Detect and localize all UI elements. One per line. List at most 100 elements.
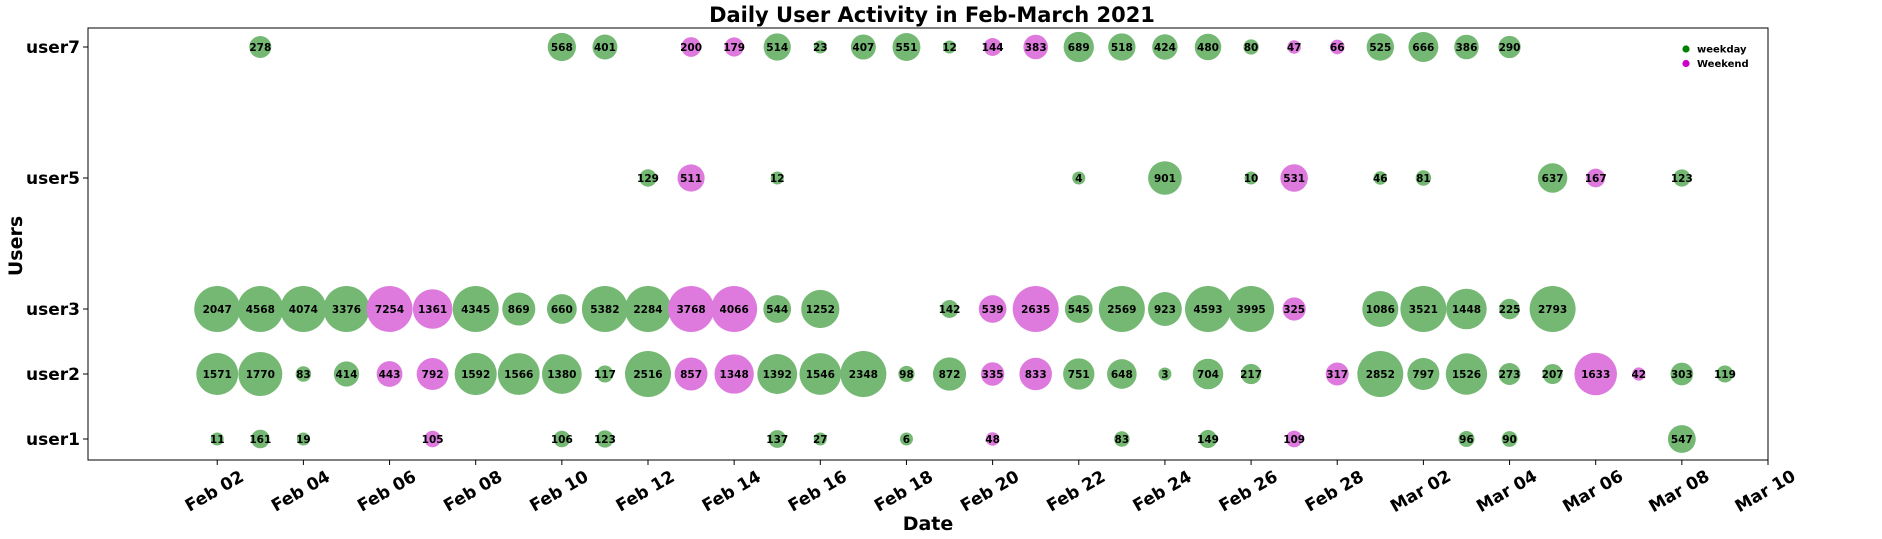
bubble-user5 [1586,168,1606,188]
bubble-value-label: 637 [1542,173,1564,185]
bubble-value-label: 46 [1373,173,1388,185]
bubble-value-label: 278 [249,42,271,54]
x-tick-label: Mar 04 [1473,466,1541,517]
bubble-value-label: 27 [813,434,828,446]
x-tick-label: Feb 26 [1216,467,1282,516]
bubble-value-label: 872 [939,369,961,381]
bubble-value-label: 11 [210,434,225,446]
bubble-value-label: 106 [551,434,573,446]
bubble-user2 [1325,362,1349,386]
bubble-value-label: 424 [1154,42,1176,54]
bubble-user1 [1198,429,1218,449]
bubble-user1 [768,430,787,448]
bubble-user7 [1454,34,1479,60]
bubble-value-label: 4568 [246,304,275,316]
bubble-user7 [681,37,701,57]
bubble-value-label: 117 [594,369,616,381]
bubble-value-label: 161 [249,434,271,446]
bubble-value-label: 1633 [1581,369,1610,381]
bubble-value-label: 2348 [849,369,878,381]
bubble-value-label: 704 [1197,369,1219,381]
x-tick-label: Feb 28 [1302,467,1368,516]
bubble-value-label: 109 [1283,434,1305,446]
bubble-value-label: 1592 [461,369,490,381]
bubble-user2 [497,353,540,395]
bubble-user7 [1023,34,1048,60]
bubble-user3 [194,286,241,332]
bubble-user1 [1501,431,1518,447]
bubble-value-label: 869 [508,304,530,316]
bubble-value-label: 544 [766,304,788,316]
bubble-user5 [1148,161,1182,195]
bubble-user5 [1244,171,1258,185]
bubble-user3 [1499,298,1520,320]
bubble-value-label: 797 [1412,369,1434,381]
x-tick-label: Feb 18 [871,467,937,516]
bubble-user7 [892,33,921,61]
x-tick-label: Feb 06 [354,467,420,516]
bubble-value-label: 2047 [203,304,232,316]
bubble-value-label: 12 [942,42,957,54]
bubble-value-label: 317 [1326,369,1348,381]
bubble-user5 [1415,170,1432,186]
bubble-value-label: 443 [379,369,401,381]
bubble-user7 [1287,40,1301,54]
bubble-user7 [1063,31,1094,63]
bubble-value-label: 2516 [633,369,662,381]
bubble-user3 [412,289,453,329]
bubble-user2 [1158,367,1172,381]
bubble-value-label: 12 [770,173,785,185]
bubble-value-label: 648 [1111,369,1133,381]
bubble-value-label: 273 [1499,369,1521,381]
bubble-value-label: 666 [1412,42,1434,54]
y-tick-label: user5 [26,169,80,189]
bubble-user2 [980,362,1005,386]
bubble-value-label: 105 [422,434,444,446]
bubble-user3 [280,286,327,332]
x-tick-label: Feb 12 [613,467,679,516]
bubble-value-label: 3 [1161,369,1168,381]
bubble-value-label: 4066 [720,304,749,316]
x-tick-label: Feb 08 [440,467,506,516]
bubble-value-label: 568 [551,42,573,54]
x-axis: Feb 02 Feb 04 Feb 06 Feb 08 Feb 10 Feb 12 Feb … [182,460,1799,517]
bubble-value-label: 5382 [590,304,619,316]
bubble-user3 [1185,286,1231,332]
bubble-value-label: 525 [1369,42,1391,54]
bubble-user1 [596,430,614,448]
bubble-value-label: 303 [1671,369,1693,381]
bubble-user3 [940,300,959,318]
bubble-user2 [196,353,239,395]
bubble-value-label: 660 [551,304,573,316]
bubble-user2 [1498,363,1521,385]
bubble-value-label: 689 [1068,42,1090,54]
bubble-value-label: 511 [680,173,702,185]
bubble-value-label: 1448 [1452,304,1481,316]
bubble-user2 [898,365,915,383]
legend-weekend-marker [1682,59,1690,68]
x-tick-label: Feb 14 [699,467,765,517]
bubble-user2 [541,354,582,394]
bubble-value-label: 2635 [1021,304,1050,316]
bubble-user1 [985,432,1000,446]
bubble-value-label: 833 [1025,369,1047,381]
bubble-user1 [296,432,310,446]
bubble-user7 [1194,33,1222,61]
bubble-user7 [1366,33,1395,61]
bubble-value-label: 66 [1330,42,1345,54]
bubble-user1 [813,432,827,446]
bubble-user2 [1445,353,1488,395]
bubble-user2 [416,358,449,390]
y-axis: user1 user2 user3 user5 user7 [26,38,88,450]
bubble-value-label: 1392 [763,369,792,381]
bubble-value-label: 81 [1416,173,1431,185]
bubble-user5 [1280,164,1308,192]
bubble-user3 [1446,288,1487,330]
bubble-user7 [813,40,827,54]
bubble-value-label: 1348 [720,369,749,381]
bubble-value-label: 518 [1111,42,1133,54]
bubble-value-label: 3995 [1236,304,1265,316]
bubble-user1 [210,432,224,446]
x-tick-label: Mar 02 [1387,466,1454,517]
bubble-user3 [1228,286,1275,332]
